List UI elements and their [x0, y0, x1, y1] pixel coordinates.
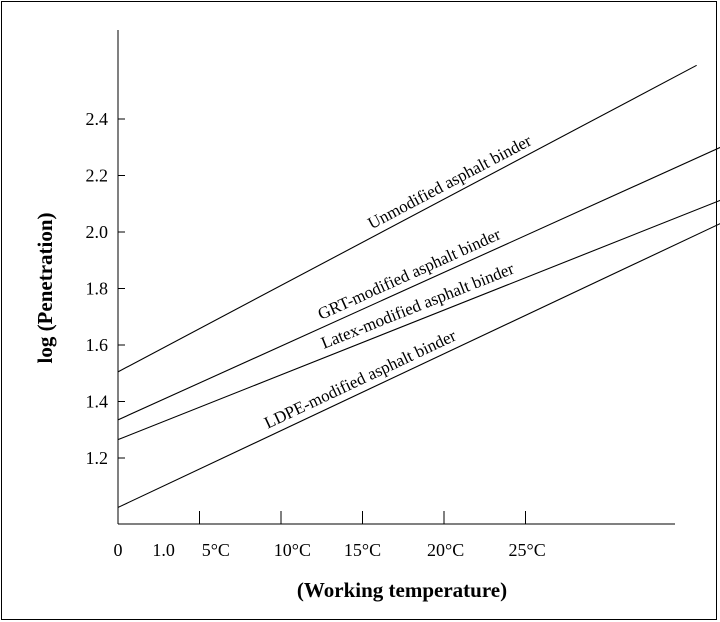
x-tick-label: 20°C [427, 540, 464, 560]
series-line [117, 64, 697, 373]
y-tick-label: 2.2 [86, 166, 109, 186]
x-tick-label: 25°C [509, 540, 546, 560]
y-tick-label: 1.6 [86, 335, 109, 355]
ticks: 1.2 1.4 1.6 1.8 2.0 2.2 2.4 0 1.0 5°C 10°C 15°C 20°C… [86, 109, 546, 560]
x-tick-label: 0 [114, 540, 123, 560]
y-tick-label: 2.0 [86, 222, 109, 242]
y-axis-title: log (Penetration) [33, 212, 57, 363]
series-line [117, 146, 720, 421]
series-label: Unmodified asphalt binder [365, 131, 535, 233]
x-tick-label: 5°C [202, 540, 230, 560]
y-tick-label: 1.4 [86, 392, 109, 412]
axes [117, 30, 675, 525]
x-tick-label: 10°C [274, 540, 311, 560]
y-tick-label: 1.8 [86, 279, 109, 299]
x-tick-label: 15°C [344, 540, 381, 560]
y-tick-label: 2.4 [86, 109, 109, 129]
series-line [117, 199, 720, 441]
series-line [117, 223, 720, 508]
x-tick-label: 1.0 [152, 540, 175, 560]
y-tick-label: 1.2 [86, 448, 109, 468]
series-lines [117, 64, 720, 508]
x-axis-title: (Working temperature) [297, 578, 507, 602]
